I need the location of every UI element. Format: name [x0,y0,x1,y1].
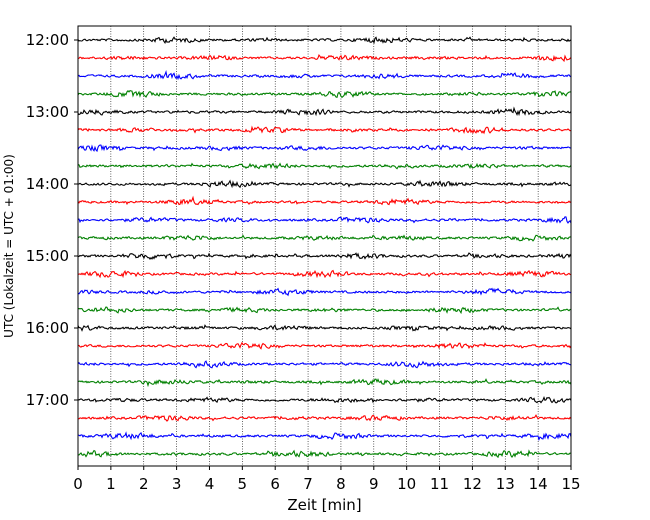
trace-line [77,252,572,261]
y-tick-label: 15:00 [26,247,69,265]
trace-line [77,341,572,350]
plot-frame [77,25,572,467]
x-ticks: 0 1 2 3 4 5 6 7 8 9 10 11 12 13 14 15 [73,466,581,493]
y-tick-label: 12:00 [26,31,69,49]
trace-line [77,287,572,297]
trace-line [77,431,572,442]
x-tick-label: 2 [139,475,149,493]
x-tick-label: 5 [238,475,248,493]
y-axis-label: UTC (Lokalzeit = UTC + 01:00) [2,154,16,338]
x-tick-label: 0 [73,475,83,493]
trace-line [77,36,572,45]
trace-line [77,106,572,117]
x-tick-label: 9 [369,475,379,493]
trace-line [77,360,572,369]
trace-line [77,269,572,279]
trace-group [77,36,572,459]
trace-line [77,144,572,153]
trace-line [77,234,572,242]
x-tick-label: 1 [106,475,116,493]
x-tick-label: 7 [303,475,313,493]
x-axis-label: Zeit [min] [287,496,361,514]
x-tick-label: 3 [172,475,182,493]
x-tick-label: 11 [430,475,449,493]
trace-line [77,414,572,422]
trace-line [77,179,572,189]
trace-line [77,216,572,224]
trace-line [77,70,572,81]
x-tick-label: 14 [529,475,548,493]
x-tick-label: 8 [336,475,346,493]
trace-line [77,195,572,206]
y-tick-label: 14:00 [26,175,69,193]
x-tick-label: 6 [270,475,280,493]
x-tick-label: 15 [561,475,580,493]
trace-line [77,324,572,332]
x-tick-label: 10 [397,475,416,493]
trace-line [77,162,572,170]
y-tick-label: 13:00 [26,103,69,121]
trace-line [77,449,572,459]
x-grid [110,26,539,466]
y-tick-label: 17:00 [26,391,69,409]
y-ticks: 12:00 13:00 14:00 15:00 16:00 17:00 [26,31,78,409]
trace-line [77,306,572,315]
trace-line [77,89,572,99]
x-tick-label: 12 [463,475,482,493]
trace-line [77,378,572,388]
trace-line [77,125,572,135]
trace-line [77,396,572,404]
y-tick-label: 16:00 [26,319,69,337]
trace-line [77,54,572,63]
x-tick-label: 4 [205,475,215,493]
x-tick-label: 13 [496,475,515,493]
